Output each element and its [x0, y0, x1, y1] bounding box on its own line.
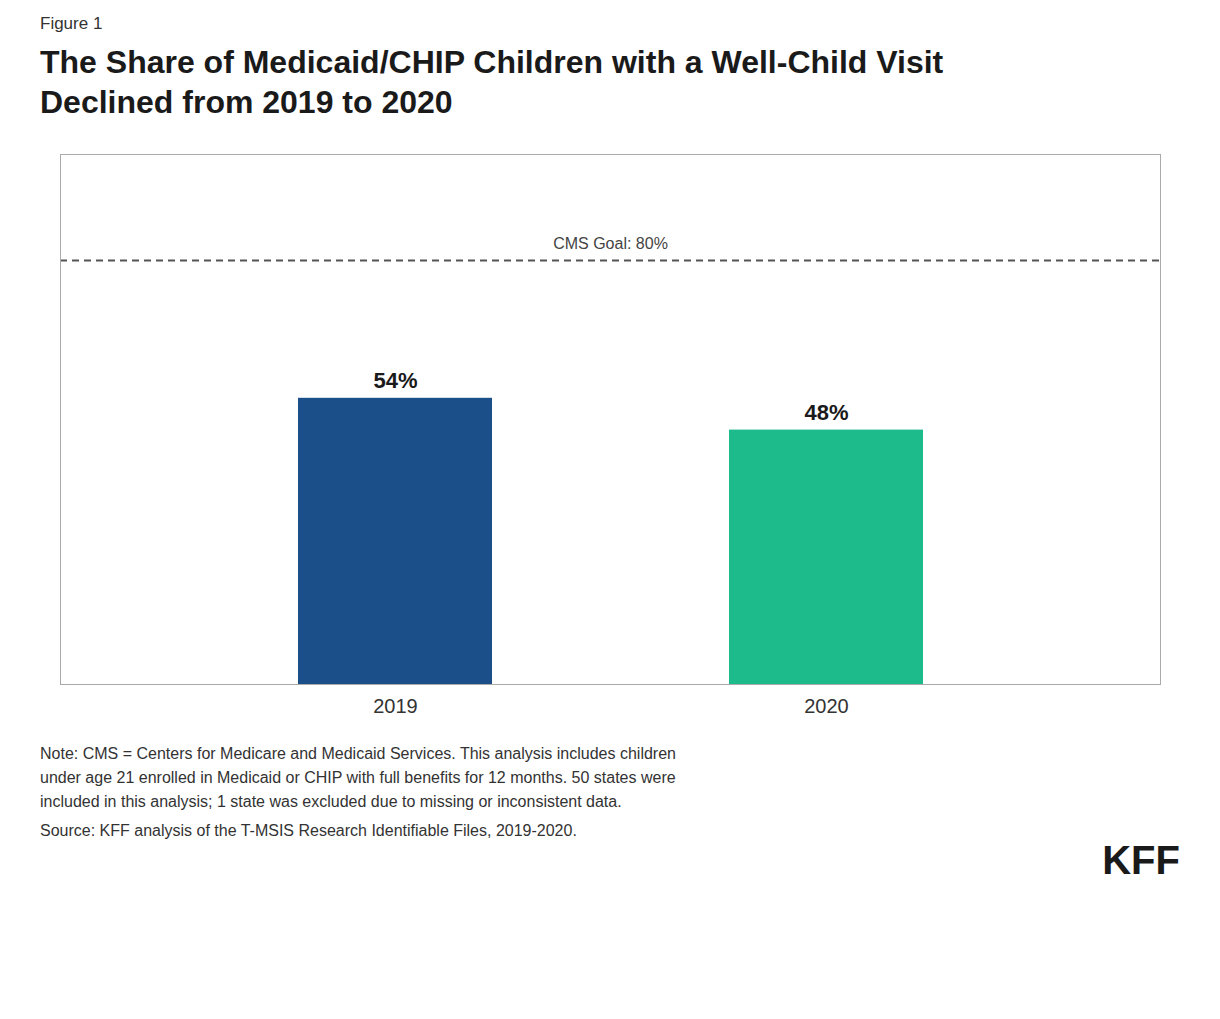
html-text:Note: CMS = Centers for Medica: Note: CMS = Centers for Medicare and Med…	[40, 745, 676, 762]
html-text:Declined from 2019 to 2020: Declined from 2019 to 2020	[40, 84, 453, 120]
html-text:KFF: KFF	[1102, 838, 1180, 882]
svg-text:2020: 2020	[804, 695, 849, 717]
svg-text:54%: 54%	[373, 368, 417, 393]
html-text:The Share of Medicaid/CHIP Chi: The Share of Medicaid/CHIP Children with…	[40, 44, 944, 80]
svg-text:CMS Goal: 80%: CMS Goal: 80%	[553, 235, 668, 252]
html-text:included in this analysis; 1 s: included in this analysis; 1 state was e…	[40, 793, 622, 810]
svg-text:2019: 2019	[373, 695, 418, 717]
html-text:Figure 1: Figure 1	[40, 14, 103, 33]
svg-text:48%: 48%	[804, 400, 848, 425]
html-text:Source: KFF analysis of the T-: Source: KFF analysis of the T-MSIS Resea…	[40, 822, 577, 839]
html-text:under age 21 enrolled in Medic: under age 21 enrolled in Medicaid or CHI…	[40, 769, 676, 786]
